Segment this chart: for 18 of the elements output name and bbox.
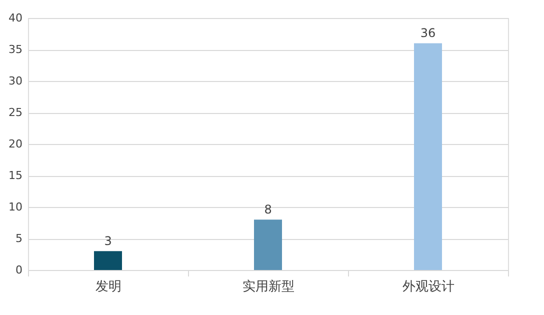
y-tick-label: 15: [8, 169, 22, 182]
bar: [254, 220, 282, 270]
y-tick-label: 0: [16, 264, 22, 276]
y-tick-label: 10: [8, 200, 22, 214]
data-label: 8: [264, 202, 272, 217]
y-tick-label: 35: [8, 43, 22, 56]
data-label: 36: [420, 26, 436, 40]
y-tick-label: 25: [8, 106, 22, 119]
y-tick-label: 30: [8, 74, 22, 88]
x-tick-label: 实用新型: [242, 280, 294, 294]
y-tick-label: 40: [8, 12, 22, 24]
x-tick-label: 发明: [96, 280, 122, 294]
x-tick-label: 外观设计: [402, 280, 454, 294]
y-tick-label: 20: [8, 138, 22, 150]
data-label: 3: [104, 234, 112, 248]
bar: [94, 251, 122, 270]
bar: [414, 43, 442, 270]
y-tick-label: 5: [16, 232, 22, 245]
